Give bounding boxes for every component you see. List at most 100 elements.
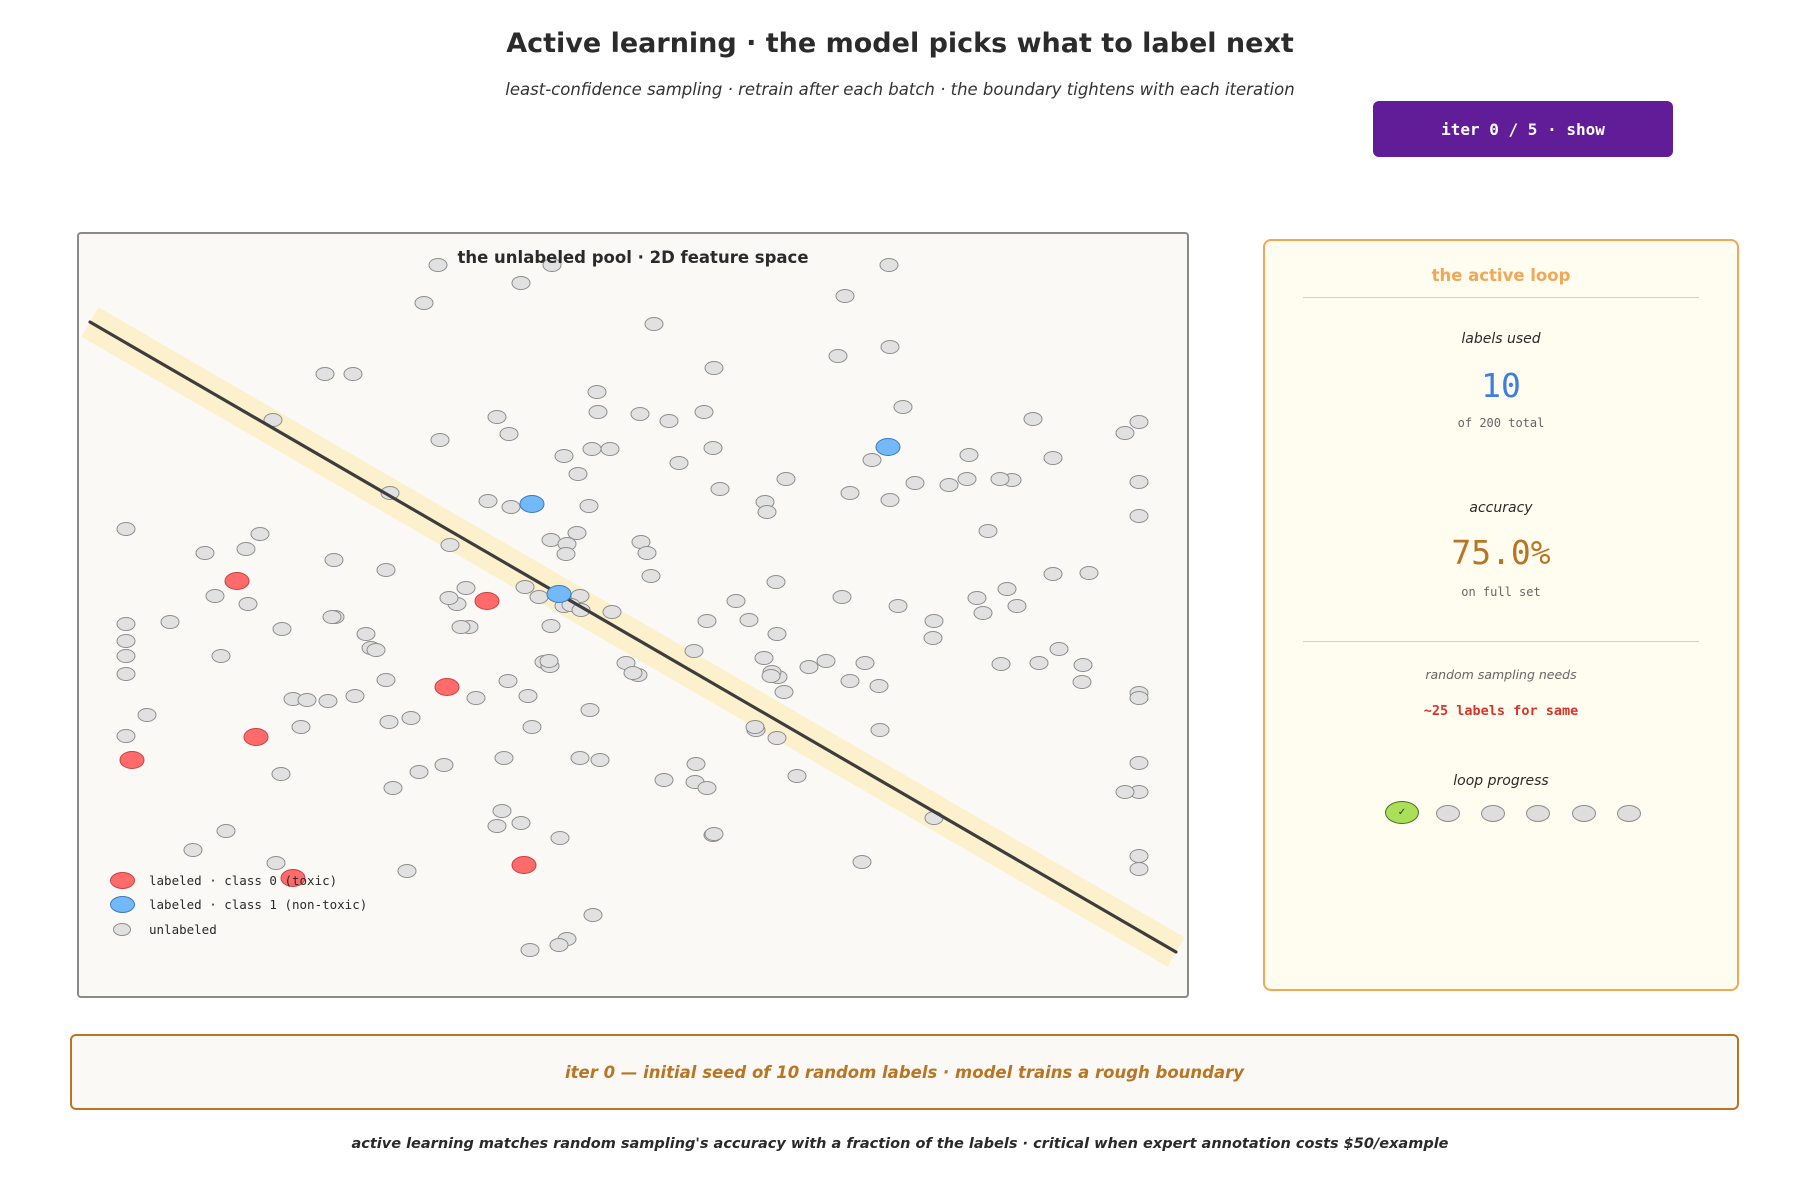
unlabeled-point [600,442,620,456]
unlabeled-point [799,660,819,674]
active-loop-title: the active loop [1431,266,1571,285]
unlabeled-point [116,522,136,536]
unlabeled-point [137,708,157,722]
unlabeled-point [478,494,498,508]
unlabeled-point [542,258,562,272]
unlabeled-point [1073,658,1093,672]
unlabeled-point [1129,756,1149,770]
unlabeled-point [1079,566,1099,580]
unlabeled-point [579,499,599,513]
labeled-class0-point [224,572,250,590]
unlabeled-point [116,634,136,648]
pool-legend: labeled · class 0 (toxic) labeled · clas… [110,868,367,942]
legend-label-class1: labeled · class 1 (non-toxic) [149,897,368,913]
unlabeled-point [704,361,724,375]
unlabeled-point [978,524,998,538]
progress-step-done-icon: ✓ [1385,801,1419,824]
legend-item-class1: labeled · class 1 (non-toxic) [110,893,367,918]
unlabeled-point [697,614,717,628]
unlabeled-point [1115,785,1135,799]
unlabeled-point [554,449,574,463]
unlabeled-point [550,831,570,845]
unlabeled-point [880,493,900,507]
unlabeled-point [855,656,875,670]
unlabeled-point [840,674,860,688]
progress-step-pending-icon [1572,805,1596,822]
unlabeled-point [466,691,486,705]
unlabeled-point [893,400,913,414]
unlabeled-point [322,610,342,624]
unlabeled-point [409,765,429,779]
unlabeled-point [541,619,561,633]
unlabeled-point [498,674,518,688]
unlabeled-point [430,433,450,447]
unlabeled-point [160,615,180,629]
unlabeled-point [401,711,421,725]
unlabeled-point [669,456,689,470]
unlabeled-point [726,594,746,608]
progress-step-pending-icon [1481,805,1505,822]
loop-progress-label: loop progress [1453,773,1549,789]
unlabeled-point [880,340,900,354]
unlabeled-point [501,500,521,514]
iter-show-button[interactable]: iter 0 / 5 · show [1373,101,1673,157]
labeled-class0-point [511,856,537,874]
decision-boundary [88,320,1178,954]
page-title: Active learning · the model picks what t… [506,28,1294,59]
unlabeled-point [840,486,860,500]
unlabeled-point [266,856,286,870]
unlabeled-point [397,864,417,878]
labeled-class0-point [243,728,269,746]
unlabeled-point [570,751,590,765]
unlabeled-point [973,606,993,620]
side-divider-middle [1303,641,1699,642]
labels-used-value: 10 [1481,366,1521,405]
unlabeled-point [754,651,774,665]
unlabeled-point [990,472,1010,486]
unlabeled-point [515,580,535,594]
unlabeled-point [272,622,292,636]
unlabeled-point [767,731,787,745]
unlabeled-point [195,546,215,560]
unlabeled-point [602,605,622,619]
legend-label-class0: labeled · class 0 (toxic) [149,872,338,888]
unlabeled-point [183,843,203,857]
unlabeled-point [366,643,386,657]
legend-item-unlabeled: unlabeled [110,917,367,942]
unlabeled-point [757,505,777,519]
unlabeled-point [957,472,977,486]
labels-used-total: of 200 total [1457,416,1545,430]
unlabeled-point [116,617,136,631]
unlabeled-point [440,538,460,552]
unlabeled-point [870,723,890,737]
unlabeled-point [832,590,852,604]
class1-swatch-icon [110,896,135,914]
unlabeled-point [376,673,396,687]
unlabeled-point [568,467,588,481]
unlabeled-point [1115,426,1135,440]
unlabeled-point [580,703,600,717]
unlabeled-point [816,654,836,668]
footer-caption: active learning matches random sampling'… [351,1136,1449,1152]
unlabeled-swatch-icon [113,922,131,936]
unlabeled-point [623,666,643,680]
unlabeled-point [1129,862,1149,876]
unlabeled-point [905,476,925,490]
unlabeled-point [684,644,704,658]
unlabeled-point [356,627,376,641]
accuracy-label: accuracy [1469,500,1533,516]
unlabeled-point [862,453,882,467]
legend-item-class0: labeled · class 0 (toxic) [110,868,367,893]
unlabeled-point [582,442,602,456]
unlabeled-point [1007,599,1027,613]
random-sampling-label: random sampling needs [1425,667,1577,682]
random-sampling-value: ~25 labels for same [1423,703,1579,719]
class0-swatch-icon [110,871,135,889]
unlabeled-point [745,720,765,734]
unlabeled-point [774,685,794,699]
unlabeled-point [1023,412,1043,426]
labeled-class1-point [875,438,901,456]
unlabeled-point [703,441,723,455]
unlabeled-point [967,591,987,605]
page-subtitle: least-confidence sampling · retrain afte… [505,80,1295,99]
